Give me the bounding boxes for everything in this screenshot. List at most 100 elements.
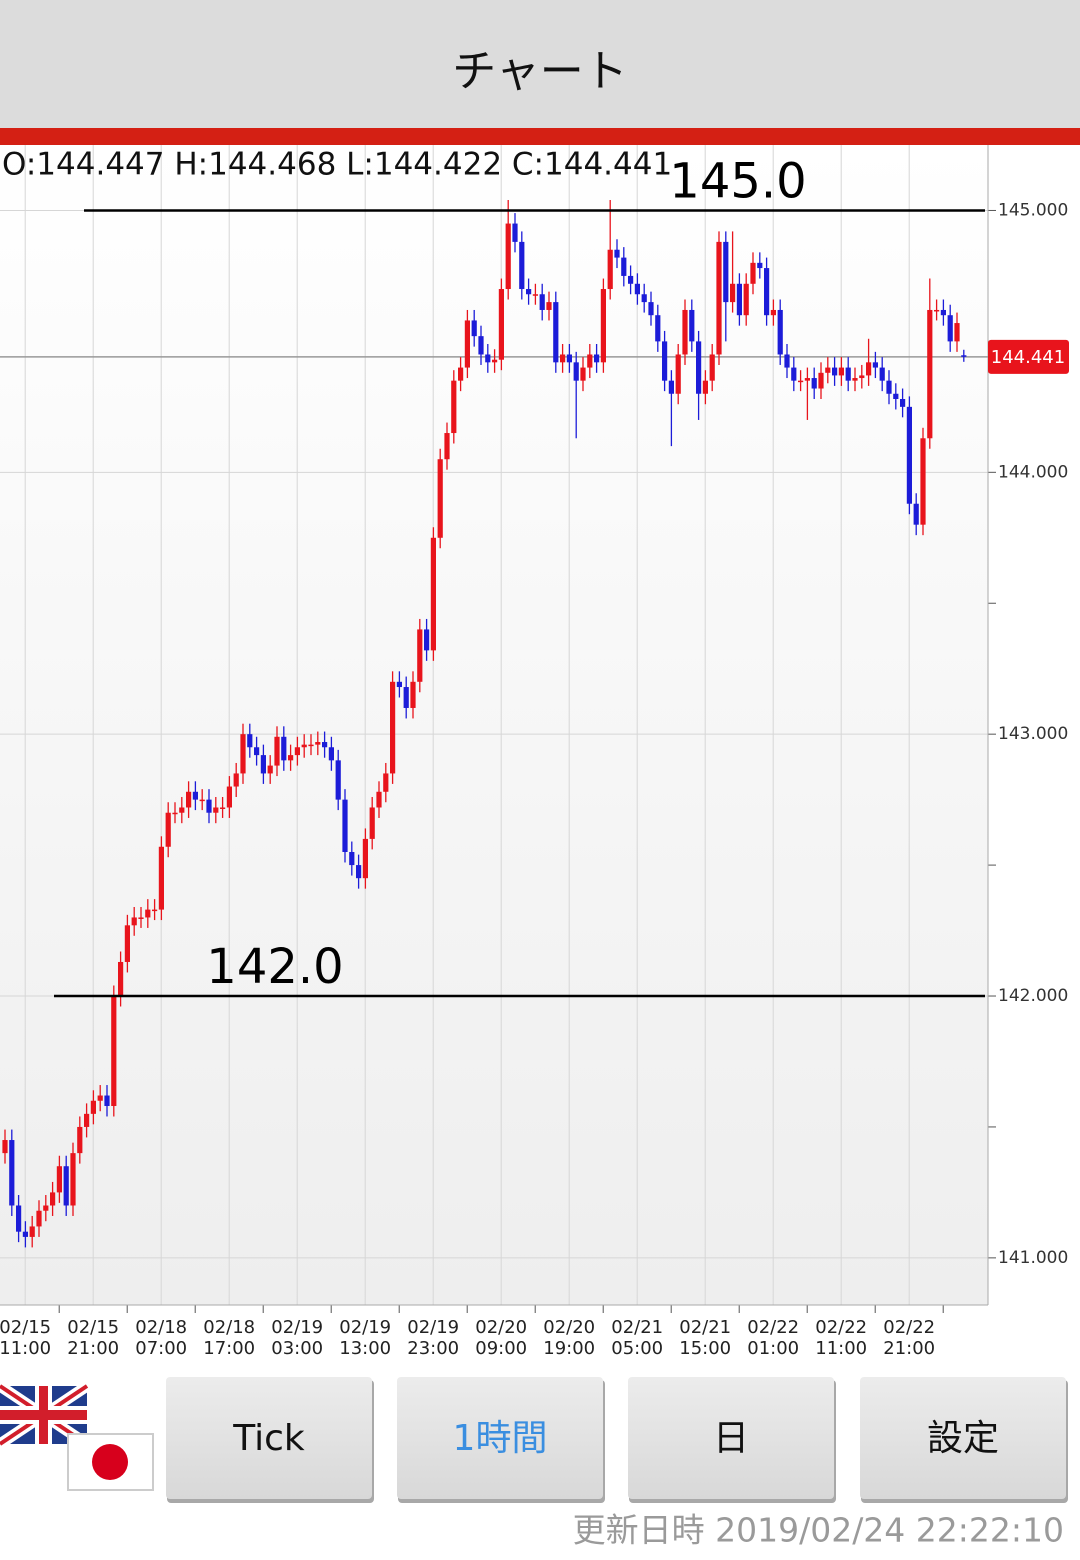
candle-body <box>430 537 436 651</box>
candle-body <box>424 629 430 651</box>
x-tick-date: 02/22 <box>815 1317 867 1338</box>
candle-body <box>798 380 804 383</box>
candle-body <box>886 380 892 394</box>
candle-body <box>770 309 776 316</box>
candle-body <box>240 734 246 774</box>
candle-body <box>410 681 416 708</box>
candle-body <box>940 309 946 316</box>
x-tick-date: 02/22 <box>747 1317 799 1338</box>
candle-body <box>560 354 566 363</box>
candle-body <box>301 744 307 748</box>
x-tick-date: 02/18 <box>203 1317 255 1338</box>
x-tick-time: 05:00 <box>611 1338 663 1359</box>
candle-body <box>458 367 464 381</box>
button-label[interactable]: 日 <box>713 1418 749 1459</box>
candle-body <box>893 393 899 399</box>
candle-body <box>628 275 634 284</box>
candle-body <box>267 765 273 774</box>
button-face <box>397 1377 603 1499</box>
x-tick-date: 02/18 <box>135 1317 187 1338</box>
button-label[interactable]: 1時間 <box>453 1418 548 1459</box>
x-tick-date: 02/19 <box>271 1317 323 1338</box>
header-bar <box>0 0 1080 128</box>
candle-body <box>777 309 783 355</box>
candle-body <box>29 1226 35 1237</box>
x-tick-date: 02/20 <box>543 1317 595 1338</box>
candle-body <box>947 315 953 342</box>
currency-flags <box>0 1381 154 1491</box>
candle-body <box>485 354 491 363</box>
candle-body <box>84 1113 90 1127</box>
candle-body <box>315 742 321 745</box>
candle-body <box>689 309 695 342</box>
candle-body <box>152 909 158 912</box>
candle-body <box>77 1126 83 1154</box>
period-button[interactable]: Tick <box>166 1377 374 1503</box>
jp-flag <box>67 1433 154 1491</box>
candle-body <box>104 1095 110 1106</box>
x-tick-time: 23:00 <box>407 1338 459 1359</box>
drawn-line-label: 142.0 <box>206 939 343 995</box>
candle-body <box>396 681 402 688</box>
candle-body <box>832 367 838 376</box>
candle-body <box>2 1140 8 1154</box>
x-tick-time: 11:00 <box>0 1338 51 1359</box>
candle-body <box>16 1205 22 1232</box>
candle-body <box>526 289 532 295</box>
y-tick-label: 141.000 <box>998 1248 1068 1268</box>
y-tick-label: 145.000 <box>998 200 1068 220</box>
candle-body <box>199 799 205 802</box>
candle-body <box>390 681 396 774</box>
x-tick-time: 21:00 <box>883 1338 935 1359</box>
candle-body <box>913 503 919 525</box>
candle-body <box>335 760 341 800</box>
y-tick-label: 143.000 <box>998 724 1068 744</box>
candle-body <box>702 380 708 394</box>
x-tick-date: 02/15 <box>67 1317 119 1338</box>
candle-body <box>417 629 423 682</box>
x-tick-time: 03:00 <box>271 1338 323 1359</box>
button-label[interactable]: Tick <box>232 1418 305 1459</box>
candle-body <box>362 838 368 879</box>
candle-body <box>158 846 164 910</box>
uk-flag <box>0 1381 91 1449</box>
button-label[interactable]: 設定 <box>927 1418 999 1459</box>
x-tick-date: 02/19 <box>407 1317 459 1338</box>
candle-body <box>927 309 933 439</box>
candle-body <box>845 367 851 381</box>
candle-body <box>56 1166 62 1193</box>
period-button[interactable]: 日 <box>628 1377 836 1503</box>
candle-body <box>614 249 620 258</box>
period-button[interactable]: 設定 <box>860 1377 1068 1503</box>
candle-body <box>192 791 198 800</box>
x-tick-time: 11:00 <box>815 1338 867 1359</box>
y-tick-label: 142.000 <box>998 986 1068 1006</box>
x-tick-date: 02/21 <box>611 1317 663 1338</box>
candle-body <box>294 747 300 756</box>
x-tick-date: 02/22 <box>883 1317 935 1338</box>
candle-body <box>900 398 906 407</box>
candle-body <box>866 362 872 376</box>
candle-body <box>621 257 627 276</box>
candle-body <box>274 736 280 766</box>
candle-body <box>743 283 749 316</box>
candle-body <box>852 378 858 381</box>
button-face <box>166 1377 372 1499</box>
period-button[interactable]: 1時間 <box>397 1377 605 1503</box>
plot-area <box>0 145 988 1305</box>
candle-body <box>451 380 457 434</box>
candle-body <box>213 807 219 813</box>
candle-body <box>328 747 334 761</box>
candle-body <box>723 241 729 303</box>
candle-body <box>519 241 525 290</box>
candle-body <box>825 367 831 373</box>
candle-body <box>716 241 722 355</box>
candle-body <box>322 742 328 748</box>
candle-body <box>594 354 600 363</box>
x-tick-time: 01:00 <box>747 1338 799 1359</box>
candle-body <box>859 375 865 379</box>
x-tick-time: 09:00 <box>475 1338 527 1359</box>
x-tick-date: 02/19 <box>339 1317 391 1338</box>
candle-body <box>879 367 885 381</box>
